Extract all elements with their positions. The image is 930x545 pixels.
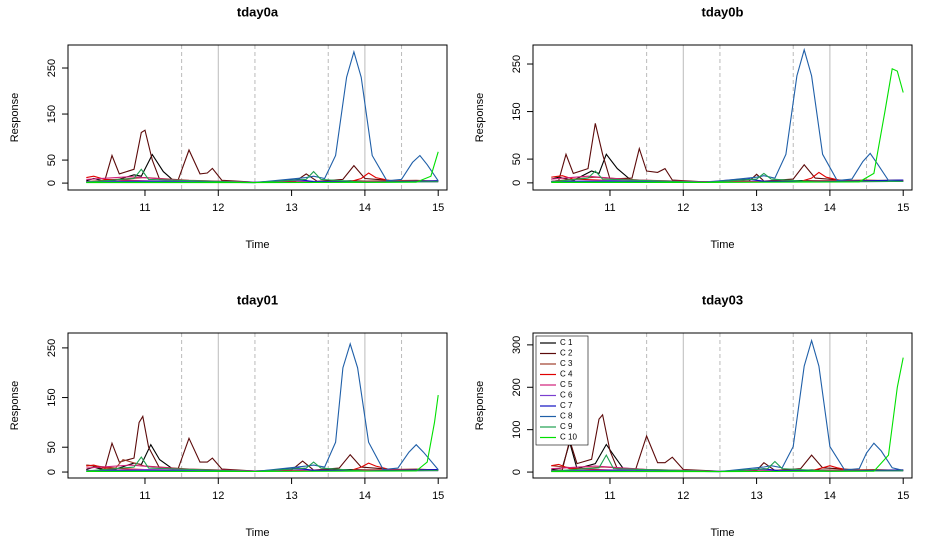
panel: tday03 Time Response 11 12 13 14 15 0 100 200 300 C …: [474, 292, 913, 539]
series-group: [86, 49, 439, 184]
panel-title: tday0b: [702, 4, 744, 19]
series-line: [86, 414, 439, 472]
x-tick-label: 12: [677, 202, 689, 214]
x-axis-label: Time: [245, 239, 269, 251]
x-tick-label: 13: [750, 490, 762, 502]
series-line: [86, 129, 439, 183]
series-line: [551, 68, 904, 183]
x-tick-label: 15: [432, 202, 444, 214]
panel-title: tday01: [237, 292, 278, 307]
plot-frame: [67, 332, 448, 479]
plot-frame: [532, 332, 913, 479]
x-tick-label: 13: [285, 490, 297, 502]
y-axis-label: Response: [9, 93, 21, 143]
legend-label: C 6: [560, 391, 573, 400]
series-line: [86, 456, 439, 473]
legend-label: C 8: [560, 412, 573, 421]
y-tick-label: 50: [46, 154, 58, 166]
series-line: [86, 443, 439, 472]
series-line: [86, 342, 439, 473]
y-tick-label: 250: [46, 59, 58, 77]
series-line: [551, 47, 904, 183]
x-tick-label: 11: [604, 202, 615, 214]
legend-label: C 10: [560, 433, 577, 442]
legend-label: C 2: [560, 349, 573, 358]
legend-label: C 3: [560, 359, 573, 368]
series-line: [551, 413, 904, 472]
x-tick-label: 14: [824, 490, 836, 502]
y-tick-label: 250: [46, 339, 58, 357]
legend-label: C 5: [560, 380, 573, 389]
panel-title: tday0a: [237, 4, 279, 19]
x-tick-label: 12: [212, 490, 224, 502]
series-line: [551, 123, 904, 183]
series-line: [86, 168, 439, 184]
x-tick-label: 11: [139, 202, 150, 214]
plot-frame: [67, 44, 448, 191]
y-tick-label: 50: [46, 441, 58, 453]
x-tick-label: 15: [432, 490, 444, 502]
y-tick-label: 0: [46, 180, 58, 186]
y-tick-label: 50: [511, 153, 523, 165]
y-tick-label: 250: [511, 55, 523, 73]
series-line: [86, 49, 439, 184]
x-tick-label: 14: [359, 202, 371, 214]
x-axis-label: Time: [710, 239, 734, 251]
x-tick-label: 15: [897, 490, 909, 502]
y-tick-label: 0: [511, 180, 523, 186]
y-tick-label: 150: [46, 105, 58, 123]
legend-label: C 9: [560, 422, 573, 431]
series-group: [86, 342, 439, 473]
plot-frame: [532, 44, 913, 191]
series-line: [86, 151, 439, 184]
x-axis-label: Time: [245, 527, 269, 539]
y-tick-label: 150: [46, 388, 58, 406]
series-line: [86, 395, 439, 473]
x-tick-label: 12: [212, 202, 224, 214]
y-tick-label: 150: [511, 102, 523, 120]
series-line: [551, 357, 904, 473]
x-axis-label: Time: [710, 527, 734, 539]
series-line: [551, 338, 904, 473]
series-group: [551, 338, 904, 473]
y-tick-label: 0: [511, 469, 523, 475]
x-tick-label: 13: [750, 202, 762, 214]
x-tick-label: 14: [824, 202, 836, 214]
legend-label: C 7: [560, 401, 573, 410]
x-tick-label: 14: [359, 490, 371, 502]
series-line: [551, 453, 904, 473]
series-group: [551, 47, 904, 183]
y-axis-label: Response: [9, 381, 21, 431]
x-tick-label: 11: [139, 490, 150, 502]
x-tick-label: 13: [285, 202, 297, 214]
y-axis-label: Response: [474, 93, 486, 143]
x-tick-label: 15: [897, 202, 909, 214]
series-line: [551, 170, 904, 183]
panel-title: tday03: [702, 292, 743, 307]
x-tick-label: 12: [677, 490, 689, 502]
y-tick-label: 300: [511, 336, 523, 354]
y-axis-label: Response: [474, 381, 486, 431]
y-tick-label: 200: [511, 378, 523, 396]
y-tick-label: 0: [46, 469, 58, 475]
legend-label: C 4: [560, 370, 573, 379]
y-tick-label: 100: [511, 420, 523, 438]
x-tick-label: 11: [604, 490, 615, 502]
legend-label: C 1: [560, 338, 573, 347]
